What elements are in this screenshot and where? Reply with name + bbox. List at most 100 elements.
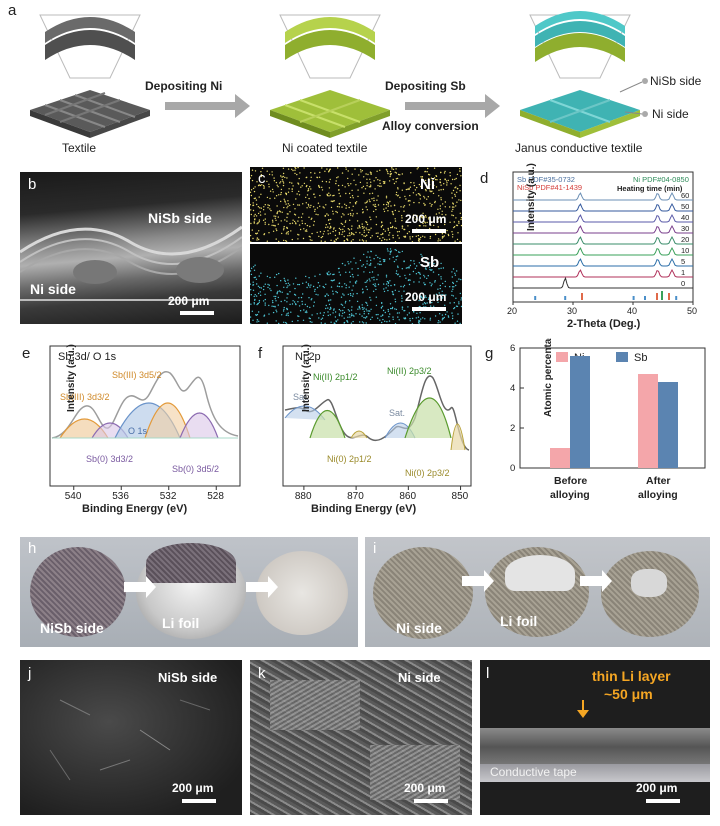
eds-dot [331,200,334,203]
panel-label-k: k [258,665,266,682]
eds-dot [328,274,330,276]
eds-dot [353,315,355,317]
eds-dot [433,305,435,307]
eds-dot [398,230,400,233]
eds-dot [445,214,447,216]
eds-dot [277,186,279,188]
eds-dot [456,201,458,203]
panel-e-xps-chart: Sb 3d/ O 1s Sb(III) 3d3/2 Sb(III) 3d5/2 … [49,344,241,515]
eds-dot [402,286,405,288]
eds-dot [453,221,455,223]
eds-dot [320,318,322,320]
eds-dot [426,277,428,280]
eds-dot [355,280,358,282]
eds-dot [344,203,346,205]
eds-dot [404,274,406,277]
eds-dot [260,175,263,178]
eds-dot [280,200,282,203]
eds-dot [253,276,255,279]
eds-dot [355,184,357,186]
eds-dot [395,272,397,275]
eds-dot [264,304,266,306]
eds-dot [361,321,364,323]
panel-c-scalebar1 [412,229,446,233]
eds-dot [254,219,256,221]
eds-dot [383,210,386,213]
eds-dot [293,301,296,303]
eds-dot [250,189,253,191]
eds-dot [356,292,358,295]
eds-dot [443,172,446,174]
eds-dot [310,218,312,220]
eds-dot [275,320,277,322]
eds-dot [392,291,394,293]
eds-dot [260,193,262,195]
eds-dot [377,232,379,234]
eds-dot [367,313,370,315]
eds-dot [347,177,349,180]
eds-dot [416,312,418,314]
eds-dot [371,277,373,279]
eds-dot [413,182,415,184]
eds-dot [308,297,310,299]
eds-dot [312,305,315,307]
eds-dot [339,195,342,197]
eds-dot [422,292,424,295]
eds-dot [365,173,367,175]
eds-dot [419,312,421,314]
eds-dot [422,303,424,305]
eds-dot [416,168,418,170]
eds-dot [344,283,346,285]
eds-dot [383,181,386,183]
eds-dot [413,184,416,187]
eds-dot [394,171,396,173]
eds-dot [331,280,334,282]
eds-dot [250,303,252,305]
eds-dot [432,271,435,273]
eds-dot [281,291,283,293]
arrow1-icon [165,102,235,110]
eds-dot [359,239,361,241]
eds-dot [362,308,364,311]
eds-dot [393,204,396,207]
eds-dot [256,223,258,225]
eds-dot [413,217,415,219]
legend-ni: Ni PDF#04-0850 [633,175,689,184]
eds-dot [391,168,393,170]
eds-dot [285,233,287,235]
eds-dot [403,317,405,319]
eds-dot [343,214,345,216]
eds-dot [314,290,316,292]
eds-dot [305,202,307,204]
xrd-series-label: 10 [681,246,689,255]
eds-dot [284,219,286,221]
eds-dot [404,228,406,231]
eds-dot [369,264,372,266]
eds-dot [284,279,286,281]
eds-dot [303,309,305,311]
eds-dot [460,299,462,301]
eds-dot [428,264,430,266]
textile-grey-icon [30,14,150,138]
eds-dot [327,226,329,228]
eds-dot [384,230,386,232]
eds-dot [459,292,461,295]
eds-dot [289,211,291,213]
eds-dot [309,206,311,209]
eds-dot [449,221,451,223]
eds-dot [359,169,362,171]
eds-dot [413,201,415,204]
eds-dot [253,302,255,304]
x-tick-label: 540 [65,491,82,502]
eds-dot [328,195,330,197]
eds-dot [438,268,440,270]
eds-dot [401,306,404,308]
eds-dot [424,295,427,297]
eds-dot [384,311,386,314]
eds-dot [340,296,343,298]
eds-dot [444,178,446,181]
eds-dot [305,185,308,188]
eds-dot [317,214,319,216]
eds-dot [418,219,420,221]
eds-dot [276,293,278,295]
